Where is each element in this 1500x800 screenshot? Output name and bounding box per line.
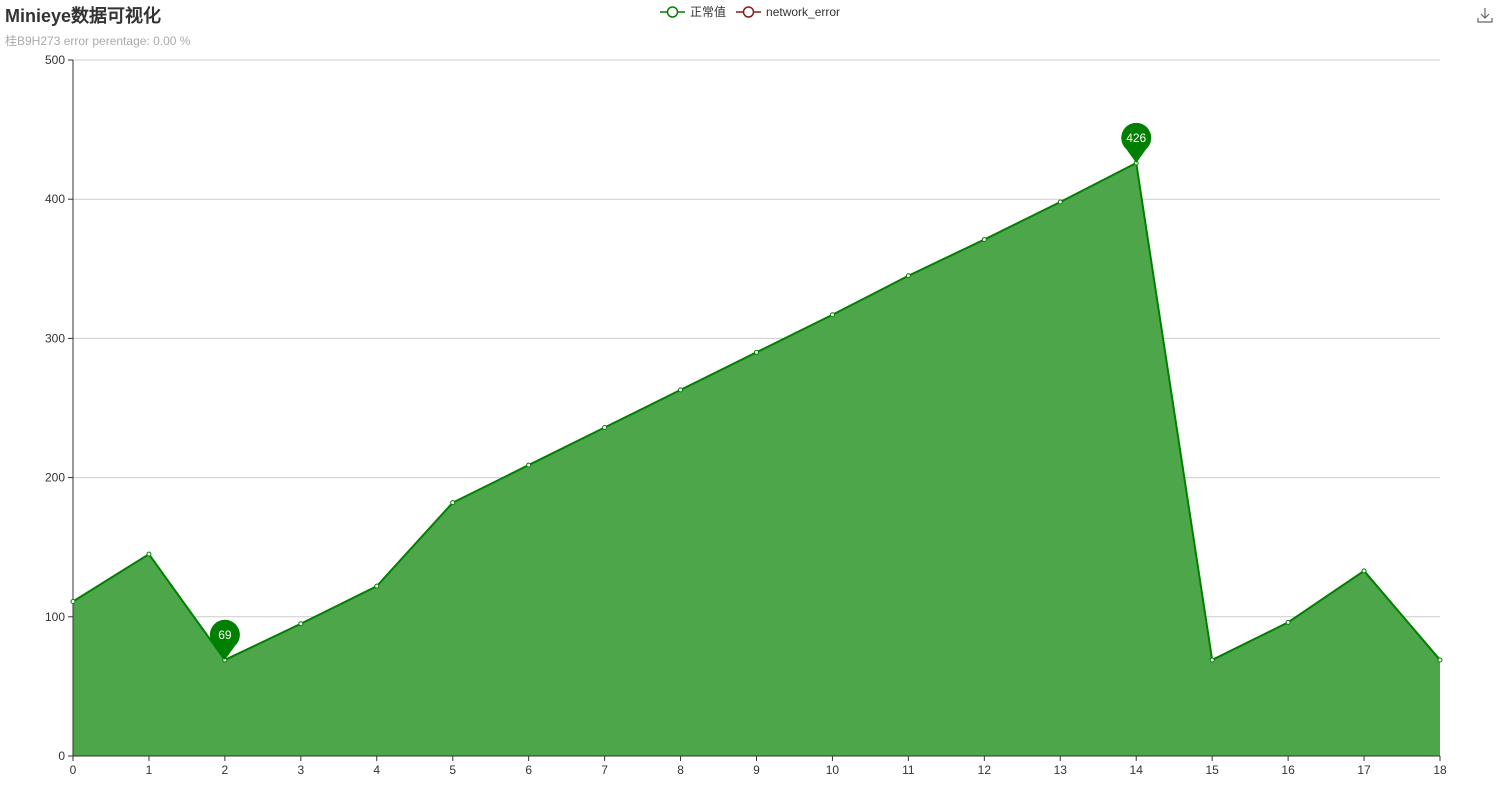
data-point — [1209, 657, 1215, 663]
data-point — [905, 273, 911, 279]
y-tick-label: 0 — [58, 749, 65, 763]
data-point — [981, 237, 987, 243]
x-tick-label: 4 — [373, 763, 380, 777]
legend-swatch-network-error — [736, 5, 762, 18]
data-point — [450, 500, 456, 506]
series-area — [73, 163, 1440, 756]
data-point — [526, 462, 532, 468]
page-title: Minieye数据可视化 — [5, 6, 162, 26]
x-tick-label: 11 — [902, 763, 915, 777]
chart-subtitle: 桂B9H273 error perentage: 0.00 % — [5, 34, 191, 48]
x-tick-label: 0 — [70, 763, 77, 777]
data-point — [1285, 619, 1291, 625]
x-tick-label: 14 — [1130, 763, 1144, 777]
download-icon[interactable] — [1476, 6, 1494, 24]
data-point — [146, 551, 152, 557]
x-tick-label: 10 — [826, 763, 840, 777]
x-tick-label: 18 — [1433, 763, 1447, 777]
legend-swatch-normal — [660, 5, 685, 18]
data-point — [754, 349, 759, 355]
x-tick-label: 15 — [1205, 763, 1219, 777]
data-point — [829, 312, 835, 318]
data-point — [1437, 657, 1443, 663]
legend-label-network-error: network_error — [766, 4, 841, 19]
x-tick-label: 12 — [978, 763, 992, 777]
x-tick-label: 9 — [753, 763, 760, 777]
legend: 正常值 network_error — [660, 3, 850, 20]
x-tick-label: 17 — [1357, 763, 1371, 777]
y-tick-label: 500 — [45, 53, 65, 67]
legend-label-normal: 正常值 — [690, 5, 727, 19]
data-point — [374, 583, 380, 589]
y-tick-label: 200 — [45, 471, 65, 485]
x-tick-label: 7 — [601, 763, 608, 777]
x-tick-label: 2 — [222, 763, 229, 777]
x-tick-label: 5 — [449, 763, 456, 777]
marker-pin — [1121, 122, 1152, 164]
data-point — [1057, 199, 1063, 205]
x-tick-label: 16 — [1281, 763, 1295, 777]
x-tick-label: 3 — [297, 763, 304, 777]
data-point — [70, 598, 76, 604]
data-point — [298, 621, 304, 627]
y-tick-label: 300 — [45, 331, 65, 345]
data-point — [678, 387, 684, 393]
y-tick-label: 400 — [45, 192, 65, 206]
x-tick-label: 6 — [525, 763, 532, 777]
marker-label: 69 — [218, 628, 232, 642]
legend-item-network-error[interactable]: network_error — [736, 5, 840, 19]
x-tick-label: 8 — [677, 763, 684, 777]
marker-label: 426 — [1126, 131, 1146, 145]
data-point — [602, 424, 608, 430]
x-tick-label: 13 — [1054, 763, 1068, 777]
legend-item-normal[interactable]: 正常值 — [660, 3, 726, 20]
y-tick-label: 100 — [45, 610, 65, 624]
x-tick-label: 1 — [146, 763, 153, 777]
data-point — [1361, 568, 1367, 574]
marker-pin — [209, 619, 240, 660]
